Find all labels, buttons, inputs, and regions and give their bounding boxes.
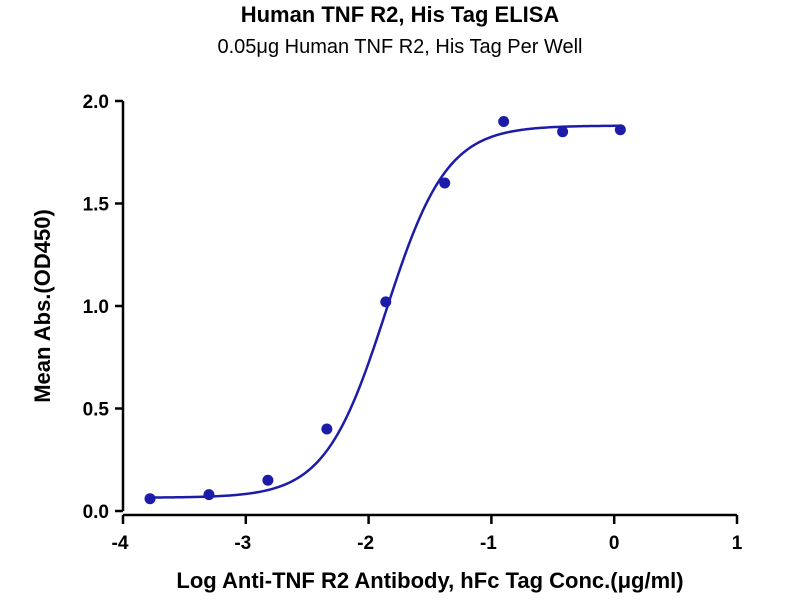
y-tick-label: 0.0	[83, 502, 109, 523]
data-point	[321, 423, 333, 435]
y-axis-title: Mean Abs.(OD450)	[30, 209, 55, 403]
fit-curve-layer	[150, 124, 621, 499]
data-point	[203, 489, 215, 501]
fit-curve	[150, 124, 621, 499]
x-tick-label: 0	[609, 533, 620, 554]
y-tick-label: 1.0	[83, 297, 109, 318]
x-tick-label: 1	[732, 533, 743, 554]
data-points-layer	[144, 116, 626, 505]
chart-axes: 0.0 0.5 1.0 1.5 2.0 -4 -3 -2 -1 0 1	[83, 92, 743, 554]
data-point	[498, 116, 510, 127]
x-tick-label: -2	[357, 533, 374, 554]
y-tick-label: 0.5	[83, 400, 110, 421]
y-tick-label: 2.0	[83, 92, 109, 113]
chart-subtitle: 0.05μg Human TNF R2, His Tag Per Well	[217, 36, 583, 58]
x-tick-label: -1	[480, 533, 497, 554]
data-point	[439, 177, 451, 189]
x-axis-title: Log Anti-TNF R2 Antibody, hFc Tag Conc.(…	[176, 568, 683, 593]
data-point	[614, 124, 626, 136]
y-tick-label: 1.5	[83, 195, 110, 216]
data-point	[557, 126, 569, 138]
chart-title: Human TNF R2, His Tag ELISA	[240, 2, 560, 27]
data-point	[144, 493, 156, 505]
data-point	[262, 474, 274, 486]
x-tick-label: -4	[112, 533, 129, 554]
x-tick-label: -3	[234, 533, 251, 554]
data-point	[380, 296, 392, 308]
